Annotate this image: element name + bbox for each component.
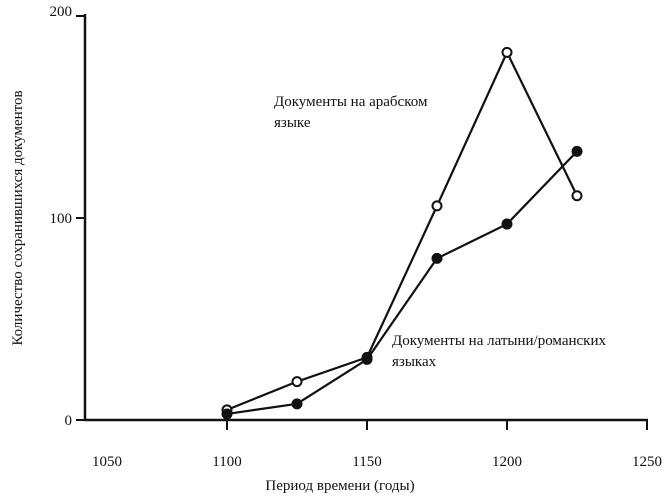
data-point [571, 145, 583, 157]
y-tick-label: 0 [65, 413, 73, 429]
x-tick-label: 1150 [352, 454, 381, 470]
series-1 [221, 145, 583, 420]
data-point [501, 218, 513, 230]
data-point [571, 190, 583, 202]
x-tick-label: 1050 [92, 454, 122, 470]
x-tick-label: 1250 [632, 454, 662, 470]
y-axis-label: Количество сохранившихся документов [10, 90, 26, 345]
data-point [431, 252, 443, 264]
series-line [226, 150, 578, 416]
data-point [501, 46, 513, 58]
x-axis-label: Период времени (годы) [265, 478, 414, 494]
x-tick-label: 1200 [492, 454, 522, 470]
y-tick-label: 100 [50, 211, 73, 227]
data-point [221, 408, 233, 420]
series-label-arabic: Документы на арабском языке [274, 94, 428, 131]
y-tick-label: 200 [50, 4, 73, 20]
data-point [291, 376, 303, 388]
data-point [431, 200, 443, 212]
data-point [361, 353, 373, 365]
series-label-latin: Документы на латыни/романских языках [392, 333, 606, 370]
series-line [226, 49, 578, 411]
x-tick-label: 1100 [212, 454, 241, 470]
data-point [291, 398, 303, 410]
